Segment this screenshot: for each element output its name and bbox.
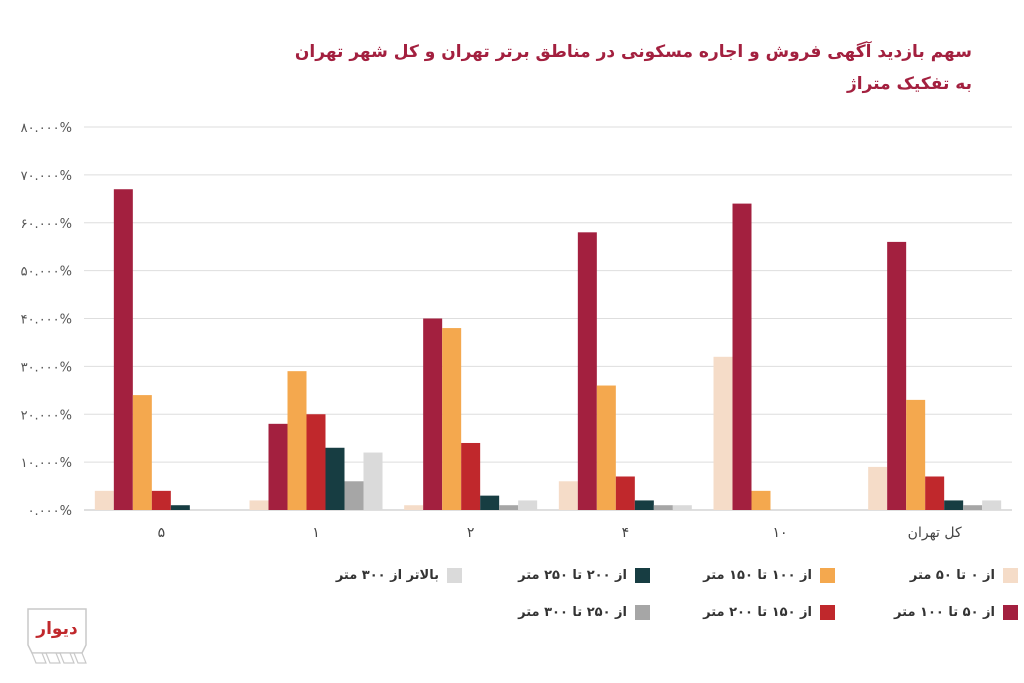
- x-tick-label: ۱۰: [772, 525, 787, 541]
- bar: [461, 442, 481, 510]
- x-tick-label: ۲: [467, 525, 475, 541]
- bar: [151, 490, 171, 510]
- bar: [906, 399, 926, 510]
- bar: [344, 481, 364, 510]
- bar: [287, 371, 307, 510]
- bar: [596, 385, 616, 510]
- legend-swatch: [635, 605, 650, 620]
- chart-title-line1: سهم بازدید آگهی فروش و اجاره مسکونی در م…: [294, 42, 972, 62]
- bar: [963, 505, 983, 510]
- legend-label: از ۱۵۰ تا ۲۰۰ متر: [703, 605, 812, 620]
- legend-label: از ۰ تا ۵۰ متر: [909, 568, 995, 583]
- y-tick-label: ۵۰.۰۰۰%: [21, 265, 72, 280]
- bar: [982, 500, 1002, 510]
- legend-swatch: [1003, 568, 1018, 583]
- legend-label: از ۲۰۰ تا ۲۵۰ متر: [518, 568, 627, 583]
- bar: [404, 505, 424, 510]
- legend-label: از ۱۰۰ تا ۱۵۰ متر: [703, 568, 812, 583]
- bar: [925, 476, 945, 510]
- bar: [887, 241, 907, 510]
- x-axis: ۵ ۱ ۲ ۴ ۱۰ کل تهران: [158, 525, 962, 541]
- bar: [732, 203, 752, 510]
- legend-item: از ۱۵۰ تا ۲۰۰ متر: [703, 605, 835, 620]
- bar: [480, 495, 500, 510]
- y-tick-label: ۶۰.۰۰۰%: [21, 217, 72, 232]
- legend-swatch: [447, 568, 462, 583]
- bar: [558, 481, 578, 510]
- y-tick-label: ۷۰.۰۰۰%: [21, 169, 72, 184]
- legend-item: از ۲۰۰ تا ۲۵۰ متر: [518, 568, 650, 583]
- bar: [672, 505, 692, 510]
- y-tick-label: ۰.۰۰۰%: [28, 504, 72, 519]
- bar: [170, 505, 190, 510]
- legend-swatch: [635, 568, 650, 583]
- bar: [94, 490, 114, 510]
- bar: [518, 500, 538, 510]
- bar: [577, 232, 597, 510]
- y-tick-label: ۸۰.۰۰۰%: [21, 121, 72, 136]
- legend-item: از ۵۰ تا ۱۰۰ متر: [894, 605, 1018, 620]
- y-axis: ۰.۰۰۰% ۱۰.۰۰۰% ۲۰.۰۰۰% ۳۰.۰۰۰% ۴۰.۰۰۰% ۵۰.۰۰۰…: [21, 121, 72, 519]
- legend-label: بالاتر از ۳۰۰ متر: [335, 568, 439, 583]
- chart-bars: [94, 189, 1002, 511]
- legend-swatch: [1003, 605, 1018, 620]
- divar-logo: دیوار: [27, 608, 87, 664]
- y-tick-label: ۳۰.۰۰۰%: [21, 360, 72, 375]
- legend-label: از ۵۰ تا ۱۰۰ متر: [894, 605, 995, 620]
- bar: [442, 328, 462, 510]
- bar: [132, 395, 152, 510]
- legend-item: از ۱۰۰ تا ۱۵۰ متر: [703, 568, 835, 583]
- legend-item: از ۲۵۰ تا ۳۰۰ متر: [518, 605, 650, 620]
- bar: [634, 500, 654, 510]
- legend-item: از ۰ تا ۵۰ متر: [910, 568, 1018, 583]
- legend-swatch: [820, 605, 835, 620]
- bar: [325, 447, 345, 510]
- logo-text: دیوار: [35, 619, 78, 639]
- bar: [423, 318, 443, 510]
- x-tick-label: ۵: [158, 525, 166, 541]
- bar: [113, 189, 133, 511]
- y-tick-label: ۲۰.۰۰۰%: [21, 408, 72, 423]
- bar: [751, 490, 771, 510]
- bar: [306, 414, 326, 510]
- bar: [944, 500, 964, 510]
- chart-title-line2: به تفکیک متراژ: [846, 74, 972, 94]
- bar: [868, 466, 888, 510]
- legend-label: از ۲۵۰ تا ۳۰۰ متر: [518, 605, 627, 620]
- y-tick-label: ۴۰.۰۰۰%: [21, 313, 72, 328]
- x-tick-label: ۱: [312, 525, 320, 541]
- bar: [268, 423, 288, 510]
- x-tick-label: ۴: [622, 525, 630, 541]
- legend-swatch: [820, 568, 835, 583]
- bar: [653, 505, 673, 510]
- bar: [249, 500, 269, 510]
- chart-grid: [84, 126, 1012, 511]
- bar: [363, 452, 383, 510]
- legend-item: بالاتر از ۳۰۰ متر: [336, 568, 462, 583]
- bar: [615, 476, 635, 510]
- y-tick-label: ۱۰.۰۰۰%: [21, 456, 72, 471]
- bar: [499, 505, 519, 510]
- x-tick-label: کل تهران: [908, 525, 962, 541]
- bar: [713, 356, 733, 510]
